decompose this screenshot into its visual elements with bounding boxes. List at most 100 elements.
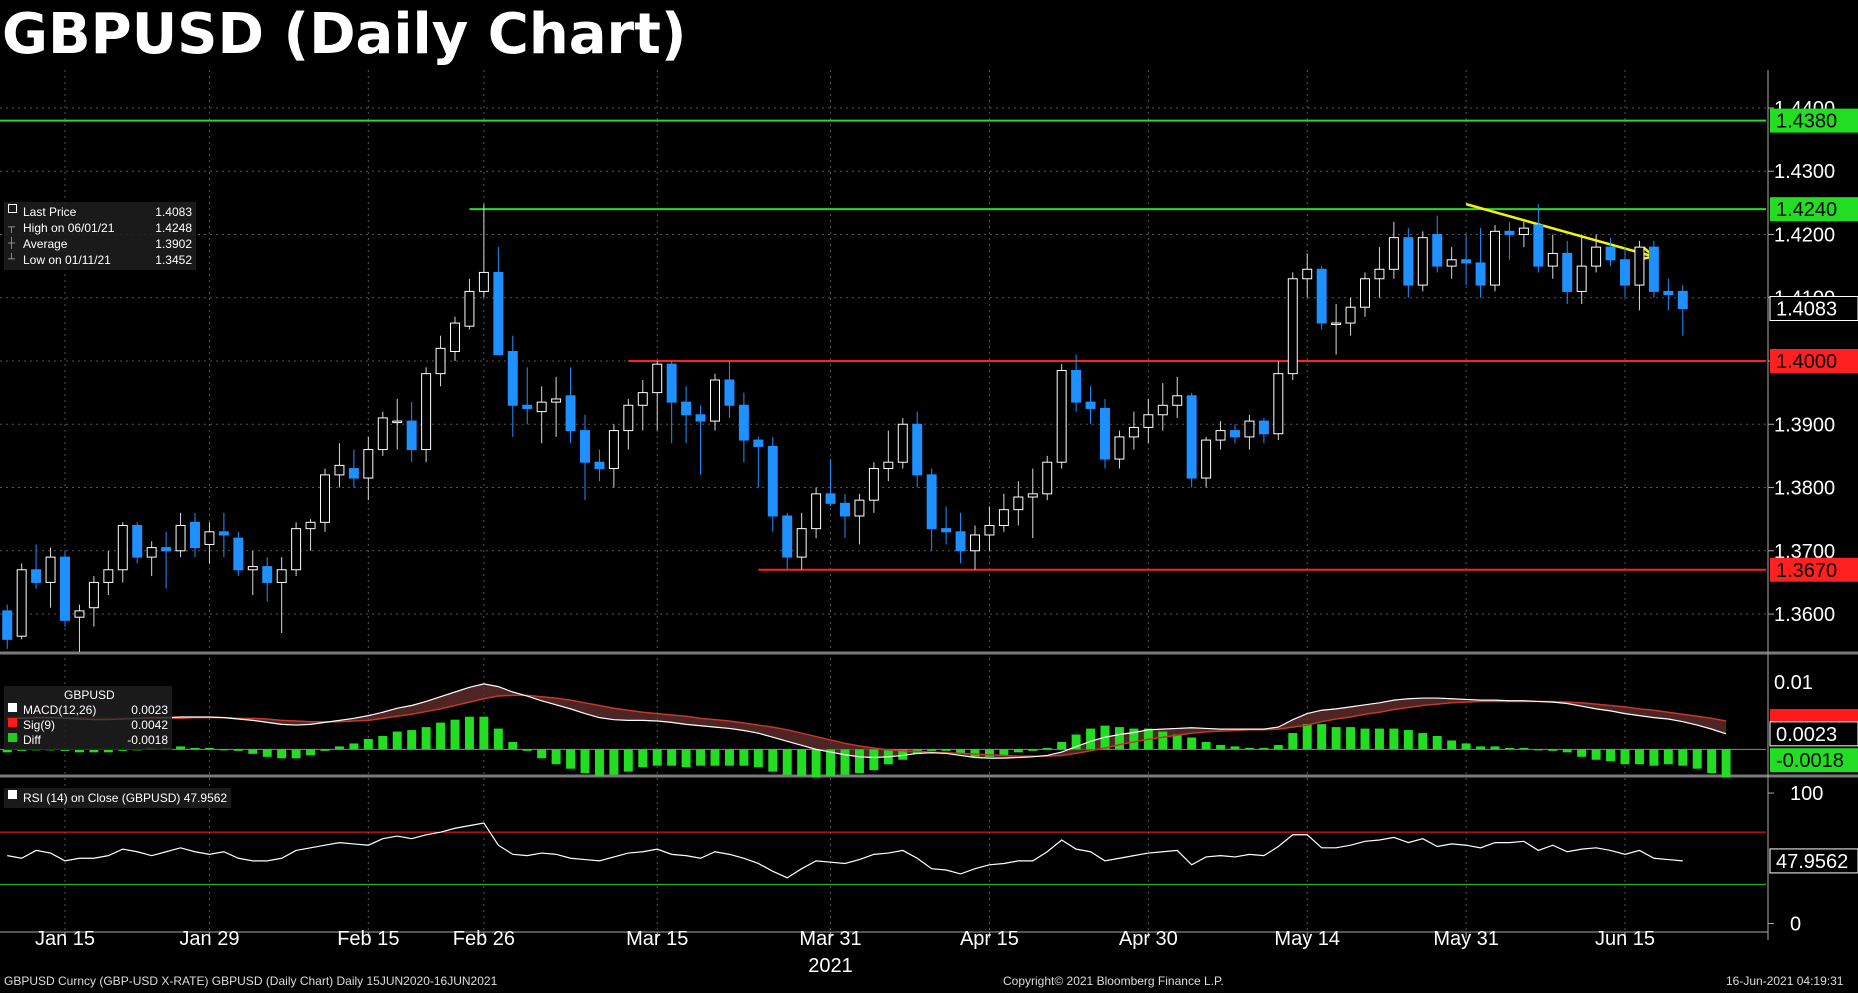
x-tick-label: Apr 30 xyxy=(1119,928,1178,950)
candle xyxy=(1201,436,1212,488)
macd-histogram-bar xyxy=(956,749,966,754)
candle-body xyxy=(146,547,157,558)
macd-histogram-bar xyxy=(1302,724,1312,750)
macd-legend-header: GBPUSD xyxy=(64,688,115,702)
candle-body xyxy=(1201,439,1212,479)
macd-histogram-bar xyxy=(1374,728,1384,750)
level-label-box xyxy=(1770,108,1858,133)
candle xyxy=(1634,240,1645,311)
candle xyxy=(1056,364,1067,469)
candle xyxy=(1388,221,1399,279)
candle xyxy=(1128,411,1139,450)
candle xyxy=(623,398,634,450)
macd-histogram-bar xyxy=(1606,749,1616,762)
macd-histogram-bar xyxy=(421,727,431,750)
macd-diff-label: -0.0018 xyxy=(1776,750,1844,772)
axes: 1.36001.37001.38001.39001.40001.41001.42… xyxy=(0,70,1835,977)
candle xyxy=(88,576,99,627)
macd-histogram-bar xyxy=(782,749,792,775)
candle-body xyxy=(1071,369,1082,403)
candle-body xyxy=(1013,496,1024,511)
candle-body xyxy=(2,610,13,640)
rsi-value-frame xyxy=(1769,848,1858,874)
macd-histogram-bar xyxy=(204,747,214,750)
macd-histogram-bar xyxy=(176,746,186,750)
candle-body xyxy=(825,493,836,504)
macd-histogram-bar xyxy=(797,749,807,777)
level-label-box xyxy=(1770,557,1858,582)
candle-body xyxy=(1345,306,1356,324)
candle xyxy=(45,547,56,608)
candle-body xyxy=(175,524,186,552)
candle xyxy=(1663,278,1674,311)
macd-histogram-bar xyxy=(1678,749,1688,766)
candle xyxy=(1591,234,1602,273)
candle-body xyxy=(132,524,143,558)
candle xyxy=(1042,455,1053,501)
macd-histogram-bar xyxy=(1432,736,1442,750)
candle xyxy=(1215,421,1226,450)
candle xyxy=(594,449,605,482)
legend-row-macd: MACD(12,26) 0.0023 xyxy=(8,703,168,718)
macd-histogram-bar xyxy=(1389,728,1399,750)
macd-histogram-bar xyxy=(970,749,980,757)
x-tick-label: May 31 xyxy=(1433,928,1499,950)
macd-histogram-bar xyxy=(638,749,648,768)
candle xyxy=(74,604,85,652)
candle xyxy=(1504,221,1515,260)
candle-body xyxy=(1446,259,1457,267)
macd-histogram-bar xyxy=(1086,728,1096,750)
candle xyxy=(464,278,475,330)
macd-histogram-bar xyxy=(262,749,272,757)
candle-body xyxy=(970,534,980,552)
candle xyxy=(1648,240,1659,298)
candle xyxy=(580,414,590,501)
candle-body xyxy=(1461,259,1472,264)
macd-histogram-bar xyxy=(1721,749,1731,778)
macd-histogram-bar xyxy=(103,749,113,753)
macd-histogram-bar xyxy=(1042,747,1052,750)
trendline xyxy=(1465,202,1655,258)
candle xyxy=(175,512,186,558)
candle xyxy=(868,462,879,513)
macd-value-label-box xyxy=(1770,721,1858,746)
candle-body xyxy=(897,423,908,463)
candle-body xyxy=(551,398,562,403)
candle xyxy=(565,367,576,444)
y-tick-label: 1.3600 xyxy=(1774,604,1835,626)
candle-body xyxy=(1302,268,1313,280)
macd-histogram-bar xyxy=(450,719,460,750)
candle xyxy=(31,544,42,589)
macd-histogram-bar xyxy=(233,749,243,751)
macd-signal-fill xyxy=(7,683,1727,759)
macd-histogram-bar xyxy=(580,749,590,774)
candle-body xyxy=(710,379,720,422)
candle-body xyxy=(16,569,27,637)
rsi-value-label: 47.9562 xyxy=(1776,851,1848,873)
candle xyxy=(840,493,850,539)
footer-source: GBPUSD Curncy (GBP-USD X-RATE) GBPUSD (D… xyxy=(4,974,498,988)
macd-histogram-bar xyxy=(984,749,994,757)
macd-histogram-bar xyxy=(1201,741,1211,750)
candle-body xyxy=(45,556,56,583)
macd-histogram-bar xyxy=(710,749,720,766)
candle xyxy=(247,550,258,596)
candle-body xyxy=(955,531,966,552)
level-label: 1.3670 xyxy=(1776,560,1837,582)
candle-body xyxy=(1215,430,1226,441)
macd-diff-label-box xyxy=(1770,748,1858,773)
candle xyxy=(767,436,778,532)
macd-histogram-bar xyxy=(609,749,619,775)
candle-body xyxy=(377,417,388,451)
candle xyxy=(435,335,446,387)
candle-body xyxy=(1576,265,1587,292)
macd-histogram-bar xyxy=(334,746,344,750)
candle xyxy=(536,386,547,444)
candle-body xyxy=(926,474,937,530)
legend-row-low: ┴ Low on 01/11/21 1.3452 xyxy=(8,253,192,267)
candle-body xyxy=(392,420,403,424)
macd-histogram-bar xyxy=(190,747,200,750)
candle xyxy=(1230,424,1240,444)
candle xyxy=(1562,240,1573,305)
candle-body xyxy=(1403,237,1414,286)
